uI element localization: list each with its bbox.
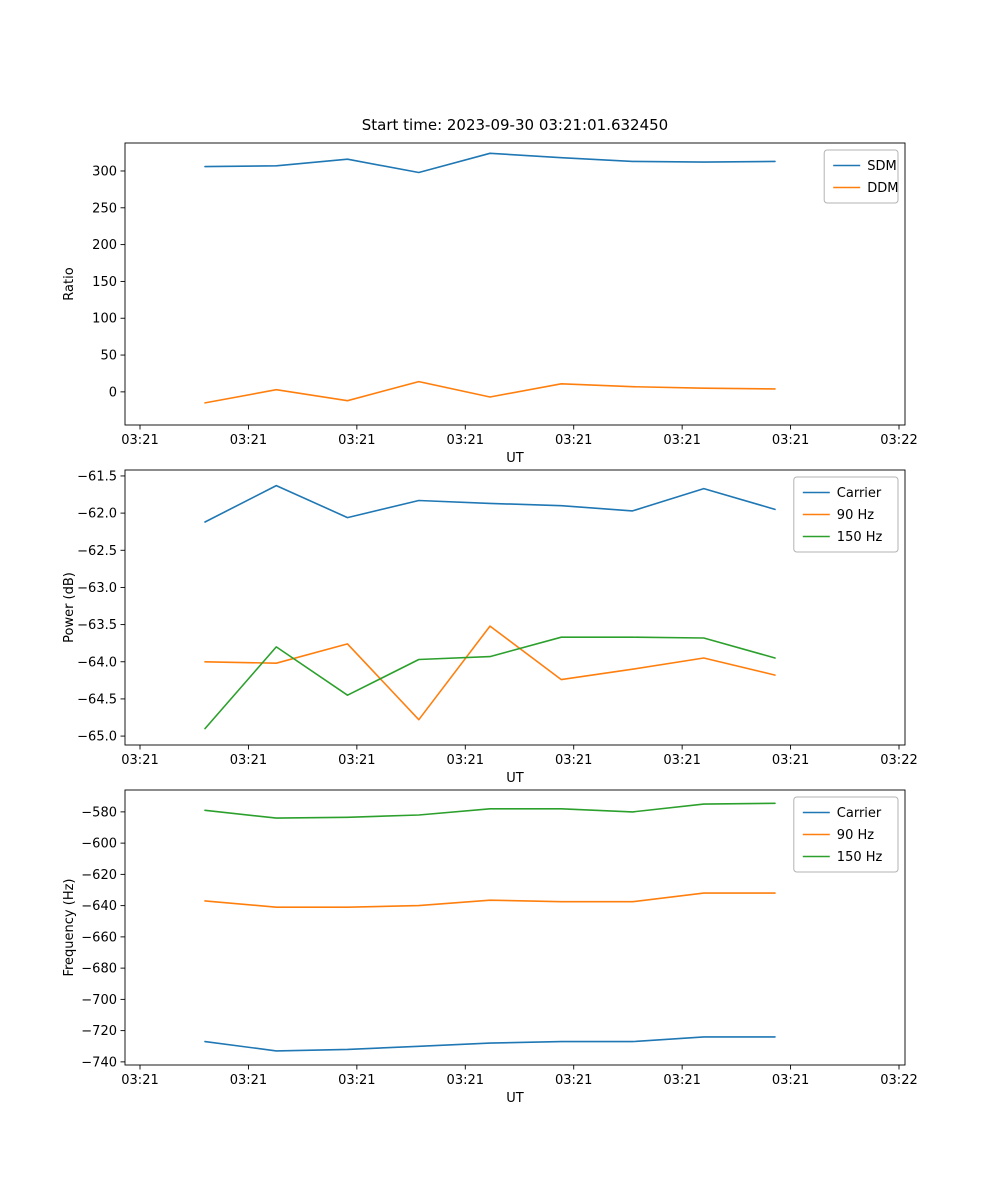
legend-label: Carrier: [837, 486, 882, 501]
y-tick-label: 50: [100, 349, 117, 364]
legend-label: 150 Hz: [837, 530, 883, 545]
x-tick-label: 03:21: [555, 753, 592, 768]
frequency-plot: −740 −720 −700 −680 −660 −640 −620 −600 −580 03:2…: [62, 789, 918, 1106]
y-tick-label: −740: [81, 1055, 117, 1070]
y-tick-label: −62.5: [77, 544, 117, 559]
figure-title: Start time: 2023-09-30 03:21:01.632450: [361, 116, 669, 134]
x-axis-label: UT: [506, 451, 524, 466]
y-tick-label: −64.5: [77, 692, 117, 707]
y-tick-label: 150: [92, 275, 117, 290]
x-axis-label: UT: [506, 1091, 524, 1106]
y-axis-label: Power (dB): [62, 572, 77, 643]
axes-frame: [124, 142, 906, 426]
x-tick-label: 03:22: [880, 753, 917, 768]
x-tick-label: 03:21: [338, 1073, 375, 1088]
y-tick-label: −64.0: [77, 655, 117, 670]
series-line-90-hz: [204, 625, 776, 721]
x-tick-label: 03:21: [121, 433, 158, 448]
x-axis-label: UT: [506, 771, 524, 786]
x-tick-label: 03:21: [663, 753, 700, 768]
y-tick-label: −640: [81, 899, 117, 914]
y-tick-label: −61.5: [77, 469, 117, 484]
y-tick-label: 200: [92, 238, 117, 253]
legend-label: DDM: [867, 181, 898, 196]
y-tick-label: −63.0: [77, 581, 117, 596]
series-line-carrier: [204, 1036, 776, 1052]
x-tick-label: 03:21: [121, 1073, 158, 1088]
legend: SDM DDM: [823, 149, 899, 204]
x-tick-label: 03:21: [447, 1073, 484, 1088]
y-tick-label: 300: [92, 164, 117, 179]
legend-label: 150 Hz: [837, 850, 883, 865]
x-tick-label: 03:21: [555, 1073, 592, 1088]
x-tick-label: 03:21: [555, 433, 592, 448]
y-tick-label: −720: [81, 1024, 117, 1039]
x-tick-label: 03:21: [663, 433, 700, 448]
legend-label: SDM: [867, 159, 896, 174]
y-tick-label: −660: [81, 930, 117, 945]
legend: Carrier 90 Hz 150 Hz: [793, 796, 899, 873]
series-line-sdm: [204, 152, 776, 174]
x-tick-label: 03:21: [230, 433, 267, 448]
legend-box: [793, 796, 899, 873]
x-tick-label: 03:21: [447, 753, 484, 768]
x-tick-label: 03:22: [880, 433, 917, 448]
x-tick-label: 03:21: [230, 1073, 267, 1088]
x-tick-label: 03:21: [230, 753, 267, 768]
y-tick-label: −65.0: [77, 730, 117, 745]
x-tick-label: 03:21: [772, 433, 809, 448]
series-line-90-hz: [204, 892, 776, 909]
ratio-plot: 0 50 100 150 200 250 300 03:21 03:21 03:21 03:21 03…: [62, 142, 918, 466]
legend-label: Carrier: [837, 806, 882, 821]
series-line-150-hz: [204, 802, 776, 819]
series-line-150-hz: [204, 636, 776, 730]
series-line-ddm: [204, 380, 776, 404]
x-tick-label: 03:21: [772, 1073, 809, 1088]
y-tick-label: −63.5: [77, 618, 117, 633]
axes-frame: [124, 789, 906, 1066]
legend-label: 90 Hz: [837, 828, 874, 843]
legend-label: 90 Hz: [837, 508, 874, 523]
y-axis-label: Ratio: [62, 267, 77, 300]
x-tick-label: 03:21: [447, 433, 484, 448]
y-tick-label: 0: [109, 385, 117, 400]
x-tick-label: 03:21: [338, 433, 375, 448]
axes-frame: [124, 469, 906, 746]
power-plot: −65.0 −64.5 −64.0 −63.5 −63.0 −62.5 −62.0 −61.5…: [62, 469, 918, 786]
y-axis-label: Frequency (Hz): [62, 878, 77, 976]
series-line-carrier: [204, 484, 776, 523]
x-tick-label: 03:21: [338, 753, 375, 768]
y-tick-label: −62.0: [77, 507, 117, 522]
x-tick-label: 03:21: [772, 753, 809, 768]
x-tick-label: 03:22: [880, 1073, 917, 1088]
y-tick-label: −700: [81, 993, 117, 1008]
x-tick-label: 03:21: [121, 753, 158, 768]
x-tick-label: 03:21: [663, 1073, 700, 1088]
y-tick-label: −680: [81, 962, 117, 977]
y-tick-label: 250: [92, 201, 117, 216]
legend: Carrier 90 Hz 150 Hz: [793, 476, 899, 553]
y-tick-label: 100: [92, 312, 117, 327]
y-tick-label: −580: [81, 805, 117, 820]
y-tick-label: −620: [81, 868, 117, 883]
y-tick-label: −600: [81, 837, 117, 852]
legend-box: [793, 476, 899, 553]
legend-box: [823, 149, 899, 204]
